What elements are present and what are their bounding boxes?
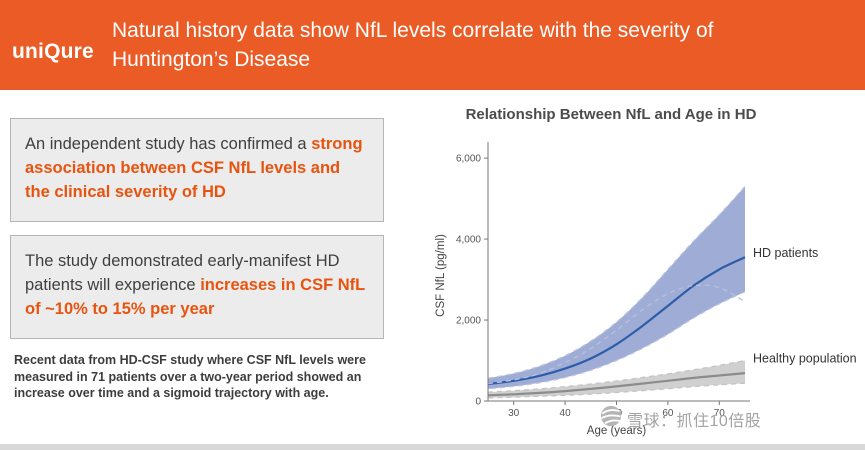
slide-title-line2: Huntington’s Disease — [112, 48, 311, 71]
finding-box-association: An independent study has confirmed a str… — [10, 118, 384, 222]
watermark-text: 雪球：抓住10倍股 — [627, 412, 762, 430]
watermark: 雪球：抓住10倍股 — [600, 405, 761, 432]
svg-text:70: 70 — [714, 408, 726, 419]
nfl-age-chart-svg: HD patients Healthy population 0 2,000 4,000… — [435, 142, 857, 437]
finding-1-normal-text: An independent study has confirmed a — [25, 135, 312, 153]
chart-title: Relationship Between NfL and Age in HD — [465, 106, 757, 123]
svg-text:Healthy population: Healthy population — [753, 351, 857, 365]
finding-box-increase-text: The study demonstrated early-manifest HD… — [25, 249, 369, 321]
finding-2-highlight-text: increases in CSF NfL of ~10% to 15% per … — [25, 276, 365, 318]
svg-text:60: 60 — [662, 408, 674, 419]
svg-text:30: 30 — [508, 408, 520, 419]
svg-text:HD patients: HD patients — [753, 246, 818, 260]
header-band: uniQure Natural history data show NfL le… — [0, 0, 865, 90]
snowball-logo-icon — [600, 405, 622, 432]
svg-text:4,000: 4,000 — [456, 235, 481, 246]
bottom-divider — [0, 444, 865, 450]
svg-text:Age (years): Age (years) — [587, 425, 647, 437]
svg-text:2,000: 2,000 — [456, 316, 481, 327]
svg-text:CSF NfL (pg/ml): CSF NfL (pg/ml) — [435, 234, 447, 317]
finding-box-association-text: An independent study has confirmed a str… — [25, 132, 369, 204]
svg-text:40: 40 — [560, 408, 572, 419]
finding-2-normal-text: The study demonstrated early-manifest HD… — [25, 252, 340, 294]
slide-title-line1: Natural history data show NfL levels cor… — [112, 19, 714, 42]
slide-title: Natural history data show NfL levels cor… — [112, 16, 713, 74]
finding-1-highlight-text: strong association between CSF NfL level… — [25, 135, 363, 201]
finding-box-increase: The study demonstrated early-manifest HD… — [10, 235, 384, 339]
uniqure-logo: uniQure — [12, 40, 94, 63]
svg-text:0: 0 — [475, 397, 481, 408]
study-footnote: Recent data from HD-CSF study where CSF … — [14, 353, 366, 400]
nfl-age-chart: HD patients Healthy population 0 2,000 4,000… — [430, 128, 865, 443]
svg-text:6,000: 6,000 — [456, 154, 481, 165]
